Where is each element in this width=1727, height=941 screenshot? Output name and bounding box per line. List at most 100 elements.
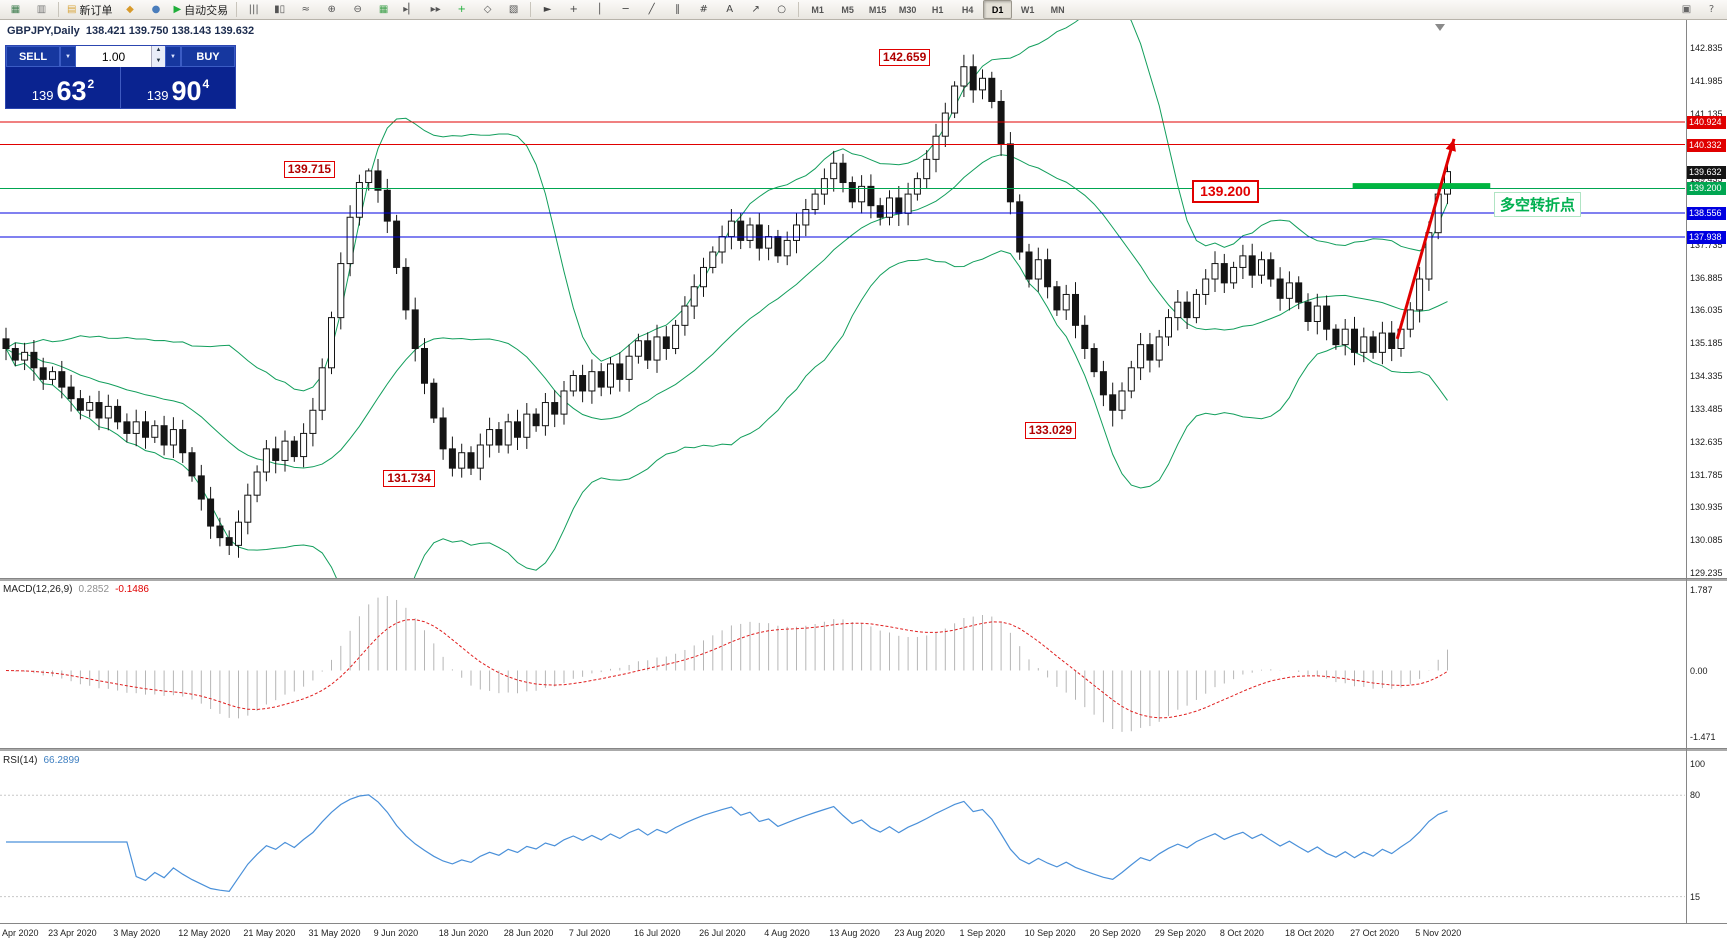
zoom-out[interactable]: ⊖	[345, 0, 370, 19]
shapes-tool[interactable]: ○	[769, 0, 794, 19]
tf-m30[interactable]: M30	[898, 4, 917, 15]
support-zone-bar	[1352, 183, 1491, 189]
sell-price-button[interactable]: 139 63 2	[6, 67, 120, 108]
channel-tool[interactable]: ∥	[665, 0, 690, 19]
crosshair-tool[interactable]: +	[561, 0, 586, 19]
trendline-tool[interactable]: ╱	[639, 0, 664, 19]
zoom-in-icon: ⊕	[327, 3, 336, 15]
rsi-line	[6, 794, 1448, 892]
toolbar-separator	[530, 2, 532, 17]
price-callout[interactable]: 142.659	[878, 48, 931, 66]
ask-price-prefix: 139	[146, 87, 169, 103]
tf-m5[interactable]: M5	[841, 4, 854, 15]
line-chart-mode[interactable]: ≈	[293, 0, 318, 19]
indicators-list[interactable]: +	[449, 0, 474, 19]
vertical-line-tool-icon: │	[596, 3, 603, 15]
macd-name: MACD(12,26,9)	[3, 584, 73, 595]
line-chart-mode-icon: ≈	[301, 3, 310, 15]
zoom-out-icon: ⊖	[353, 3, 362, 15]
help[interactable]: ?	[1699, 0, 1724, 19]
tf-w1[interactable]: W1	[1020, 4, 1035, 15]
templates[interactable]: ▧	[501, 0, 526, 19]
buy-button[interactable]: BUY	[181, 46, 235, 67]
price-callout[interactable]: 133.029	[1024, 421, 1077, 439]
arrows-tool[interactable]: ↗	[743, 0, 768, 19]
tf-h4[interactable]: H4	[961, 4, 974, 15]
rsi-pane-splitter[interactable]	[0, 748, 1727, 751]
turning-point-label[interactable]: 多空转折点	[1494, 192, 1582, 217]
fibonacci-tool[interactable]: #	[691, 0, 716, 19]
profiles-icon: ▥	[36, 3, 47, 15]
sell-dropdown-icon[interactable]: ▼	[60, 46, 76, 67]
vertical-line-tool[interactable]: │	[587, 0, 612, 19]
bar-chart-mode-icon: |||	[248, 3, 259, 15]
price-callout[interactable]: 131.734	[383, 470, 435, 488]
macd-pane-splitter[interactable]	[0, 578, 1727, 581]
one-click-trading-panel: SELL ▼ ▲ ▼ ▼ BUY 139 63 2 139 90 4	[5, 45, 236, 109]
macd-signal-line	[5, 619, 1448, 719]
lot-size-field: ▲ ▼	[76, 46, 165, 67]
main-price-pane	[0, 20, 1685, 578]
bid-price-big: 63	[56, 76, 87, 107]
rsi-indicator-label: RSI(14) 66.2899	[3, 755, 80, 766]
candlestick-mode[interactable]: ▮▯	[267, 0, 292, 19]
alerts[interactable]: ◆	[117, 0, 142, 19]
lot-step-down-icon[interactable]: ▼	[152, 56, 165, 67]
trade-panel-divider	[120, 67, 121, 108]
trendline-tool-icon: ╱	[648, 3, 655, 15]
trend-arrow-head	[1445, 138, 1456, 152]
macd-pane	[5, 596, 1448, 732]
text-tool[interactable]: A	[717, 0, 742, 19]
auto-trading[interactable]: ▶ 自动交易	[169, 0, 232, 19]
candlestick-mode-icon: ▮▯	[274, 3, 286, 15]
zoom-in[interactable]: ⊕	[319, 0, 344, 19]
periods-icon: ◇	[483, 3, 492, 15]
lot-size-input[interactable]	[76, 46, 151, 67]
toolbar: ▦ ▥ ▤ 新订单 ◆ ● ▶ 自动交易 ||| ▮▯ ≈ ⊕ ⊖ ▦ ▸▏ ▸▸ + ◇ ▧ ► + │ ─ ╱ ∥ # A ↗ ○ M…	[0, 0, 1727, 20]
macd-signal-value: -0.1486	[115, 584, 149, 595]
new-chart[interactable]: ▦	[3, 0, 28, 19]
price-callout[interactable]: 139.715	[283, 161, 336, 179]
tile-windows[interactable]: ▦	[371, 0, 396, 19]
chart-shift-marker	[1435, 24, 1445, 31]
periods[interactable]: ◇	[475, 0, 500, 19]
toolbar-separator	[58, 2, 59, 17]
macd-indicator-label: MACD(12,26,9) 0.2852 -0.1486	[3, 584, 149, 595]
new-order-label: 新订单	[79, 4, 113, 17]
cursor-tool-icon: ►	[543, 3, 552, 15]
alerts-icon: ◆	[126, 3, 134, 15]
auto-trading-icon: ▶	[173, 3, 182, 15]
toolbar-separator	[798, 2, 800, 17]
tf-m15[interactable]: M15	[868, 4, 887, 15]
docking-icon: ▣	[1681, 3, 1692, 15]
horizontal-line-tool[interactable]: ─	[613, 0, 638, 19]
time-axis-border	[0, 923, 1727, 924]
cursor-tool[interactable]: ►	[535, 0, 560, 19]
new-order[interactable]: ▤ 新订单	[63, 0, 116, 19]
chart-shift[interactable]: ▸▸	[423, 0, 448, 19]
buy-dropdown-icon[interactable]: ▼	[165, 46, 181, 67]
bollinger-bands	[5, 20, 1448, 578]
docking[interactable]: ▣	[1674, 0, 1699, 19]
tf-m1[interactable]: M1	[811, 4, 824, 15]
trade-panel-controls: SELL ▼ ▲ ▼ ▼ BUY	[6, 46, 235, 67]
bid-price-prefix: 139	[31, 87, 54, 103]
lot-step-up-icon[interactable]: ▲	[152, 46, 165, 57]
shapes-tool-icon: ○	[777, 3, 787, 15]
tf-mn[interactable]: MN	[1050, 4, 1065, 15]
auto-scroll[interactable]: ▸▏	[397, 0, 422, 19]
price-scale-border[interactable]	[1686, 20, 1687, 923]
ask-price-big: 90	[171, 76, 202, 107]
profiles[interactable]: ▥	[29, 0, 54, 19]
tf-h1[interactable]: H1	[931, 4, 944, 15]
lot-size-stepper: ▲ ▼	[151, 46, 165, 67]
buy-price-button[interactable]: 139 90 4	[121, 67, 235, 108]
bollinger-upper	[5, 20, 1448, 392]
tf-d1[interactable]: D1	[983, 0, 1013, 19]
bar-chart-mode[interactable]: |||	[241, 0, 266, 19]
metaeditor[interactable]: ●	[143, 0, 168, 19]
toolbar-separator	[236, 2, 238, 17]
sell-button[interactable]: SELL	[6, 46, 60, 67]
price-callout[interactable]: 139.200	[1192, 180, 1259, 204]
